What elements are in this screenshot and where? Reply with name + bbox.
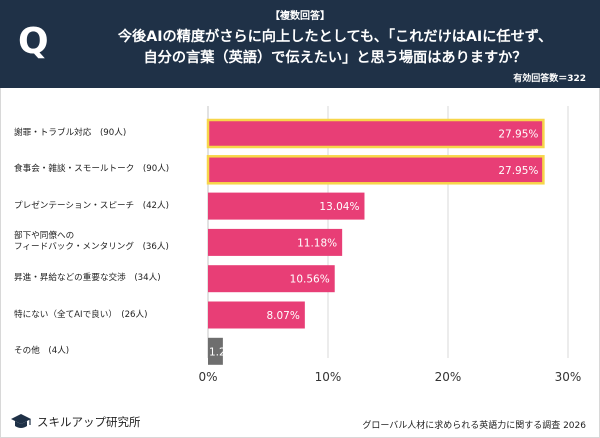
category-label: 昇進・昇給などの重要な交渉 (34人) [14, 273, 161, 284]
question-text-line-2: 自分の言葉（英語）で伝えたい」と思う場面はありますか？ [143, 50, 527, 66]
question-icon: Q [18, 21, 49, 62]
chart-canvas: 0% 10% 20% 30% 27.95% 27.95% 13.04% 11.18% 10.56… [198, 106, 582, 384]
category-label: 謝罪・トラブル対応 (90人) [14, 128, 127, 138]
x-tick-label: 10% [315, 370, 342, 384]
question-text-line-1: 今後AIの精度がさらに向上したとしても、「これだけはAIに任せず、 [117, 29, 553, 45]
bar-value-label: 1.24% [209, 346, 242, 358]
bar [208, 265, 335, 293]
bar [208, 192, 365, 220]
bar [208, 228, 343, 256]
x-tick-label: 0% [198, 370, 217, 384]
bar [206, 155, 545, 185]
answer-type-tag: 【複数回答】 [270, 11, 330, 22]
bar-chart: 0% 10% 20% 30% 27.95% 27.95% 13.04% 11.18% 10.56… [0, 100, 600, 438]
category-label: 特にない（全てAIで良い） (26人) [14, 309, 148, 320]
x-tick-label: 20% [435, 370, 462, 384]
bar-value-label: 10.56% [290, 274, 330, 286]
valid-responses-count: 有効回答数＝322 [513, 74, 586, 84]
category-label: 食事会・雑談・スモールトーク (90人) [14, 164, 170, 175]
bar-value-label: 27.95% [498, 165, 538, 177]
bar-value-label: 27.95% [498, 129, 538, 141]
bar-value-label: 8.07% [266, 310, 299, 322]
category-label: その他 (4人) [14, 345, 70, 356]
brand-name: スキルアップ研究所 [37, 415, 141, 429]
bar [208, 301, 305, 329]
bar-value-label: 13.04% [319, 201, 359, 213]
x-tick-label: 30% [555, 370, 582, 384]
survey-source: グローバル人材に求められる英語力に関する調査 2026 [362, 421, 586, 431]
bar [208, 337, 223, 365]
bar-value-label: 11.18% [297, 237, 337, 249]
question-header: Q 【複数回答】 今後AIの精度がさらに向上したとしても、「これだけはAIに任せ… [0, 0, 600, 88]
category-label: プレゼンテーション・スピーチ (42人) [14, 200, 169, 211]
graduation-cap-icon [11, 414, 31, 428]
category-label: 部下や同僚への フィードバック・メンタリング (36人) [14, 231, 169, 253]
bar [206, 118, 545, 149]
brand-logo: スキルアップ研究所 [10, 412, 141, 432]
